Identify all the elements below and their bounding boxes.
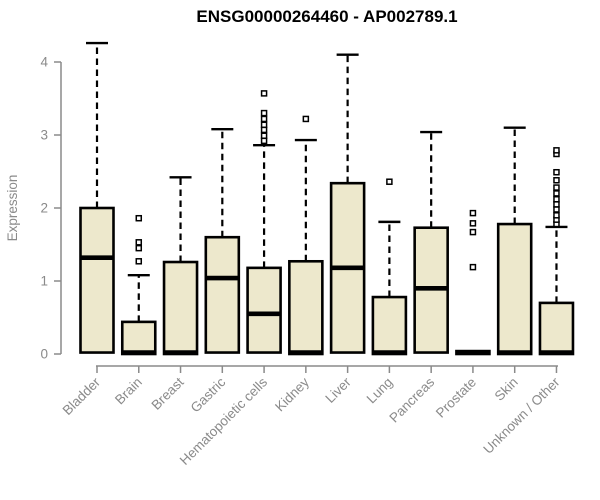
x-tick-label-lung: Lung	[364, 375, 396, 407]
outlier-point	[135, 214, 143, 222]
outlier-point	[260, 90, 268, 97]
box-unknown-other	[538, 147, 575, 356]
y-tick-label: 2	[40, 201, 48, 216]
outlier-point	[553, 201, 560, 208]
box-brain	[120, 214, 157, 356]
outlier-point	[469, 209, 477, 217]
outlier-point	[469, 263, 477, 271]
y-tick-label: 1	[40, 274, 48, 289]
outlier-point	[553, 206, 560, 213]
y-tick-label: 4	[40, 55, 48, 70]
outlier-point	[260, 121, 268, 129]
outlier-point	[260, 137, 268, 145]
x-tick-label-unknown-other: Unknown / Other	[480, 374, 563, 457]
x-tick-label-prostate: Prostate	[433, 375, 479, 421]
outlier-point	[469, 220, 477, 227]
outlier-point	[260, 132, 268, 139]
outlier-point	[469, 228, 477, 236]
iqr-box	[246, 266, 282, 354]
box-prostate	[455, 209, 491, 356]
outlier-point	[135, 244, 143, 252]
x-tick-label-kidney: Kidney	[272, 374, 312, 414]
outlier-point	[135, 239, 143, 246]
outlier-point	[260, 115, 268, 123]
iqr-box	[120, 320, 157, 356]
iqr-box	[496, 222, 533, 356]
outlier-point	[553, 190, 560, 197]
box-pancreas	[413, 130, 449, 354]
x-tick-label-skin: Skin	[492, 375, 521, 404]
outlier-point	[553, 195, 560, 203]
iqr-box	[204, 235, 241, 354]
y-tick-label: 0	[40, 347, 48, 362]
outlier-point	[553, 184, 560, 191]
x-tick-label-pancreas: Pancreas	[386, 374, 437, 425]
outlier-point	[553, 147, 560, 154]
outlier-point	[302, 115, 310, 123]
y-axis-label: Expression	[5, 175, 20, 242]
chart-title: ENSG00000264460 - AP002789.1	[196, 7, 457, 26]
iqr-box	[162, 260, 199, 356]
iqr-box	[79, 206, 115, 354]
outlier-point	[135, 258, 143, 265]
box-bladder	[79, 41, 115, 354]
box-lung	[371, 178, 408, 356]
iqr-box	[371, 295, 408, 356]
iqr-box	[288, 259, 324, 356]
x-tick-label-brain: Brain	[112, 375, 145, 408]
outlier-point	[260, 109, 268, 117]
iqr-box	[538, 301, 575, 356]
box-hematopoietic-cells	[246, 90, 282, 354]
outlier-point	[553, 177, 560, 184]
x-tick-label-breast: Breast	[148, 374, 186, 412]
box-breast	[162, 176, 199, 356]
box-kidney	[288, 115, 324, 356]
box-liver	[329, 53, 366, 354]
y-tick-label: 3	[40, 128, 48, 143]
x-tick-label-bladder: Bladder	[60, 374, 104, 418]
outlier-point	[260, 126, 268, 134]
x-tick-label-liver: Liver	[322, 374, 354, 406]
outlier-point	[386, 178, 393, 185]
box-gastric	[204, 127, 241, 354]
outlier-point	[553, 168, 560, 176]
box-skin	[496, 126, 533, 356]
outlier-point	[553, 212, 560, 219]
x-tick-label-gastric: Gastric	[188, 374, 229, 415]
